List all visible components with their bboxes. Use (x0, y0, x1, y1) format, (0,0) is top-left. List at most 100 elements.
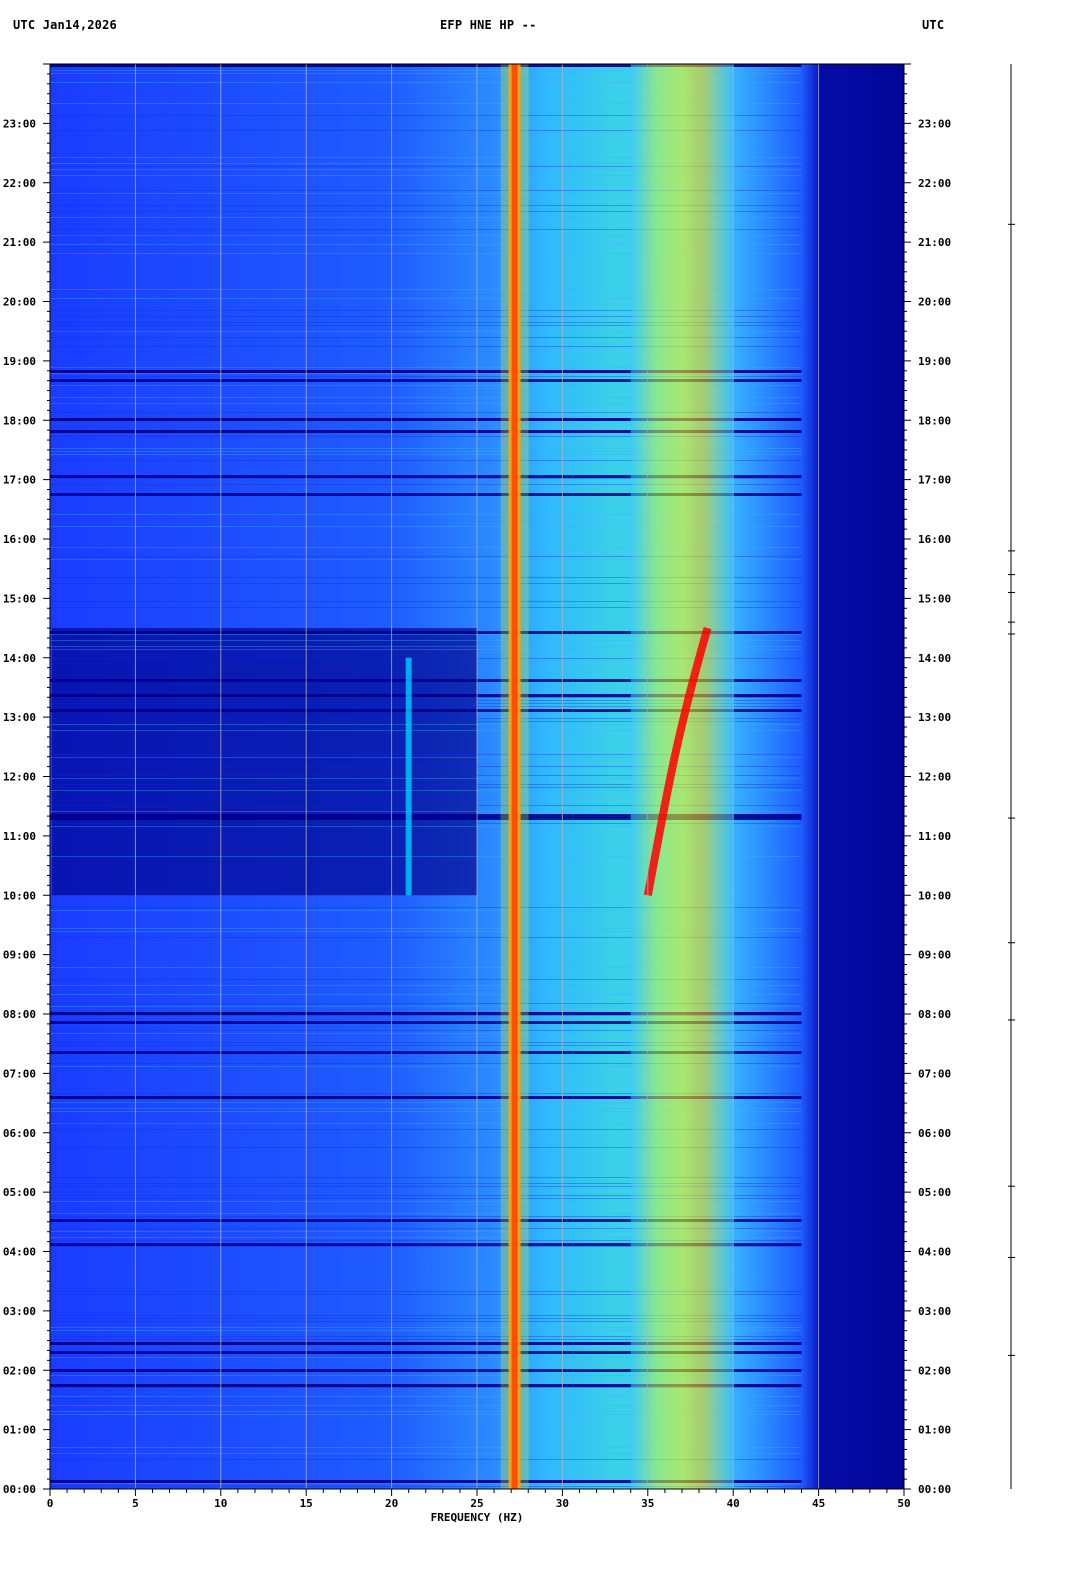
noise-stripe (50, 709, 802, 712)
noise-stripe (50, 310, 802, 311)
noise-stripe (50, 1045, 802, 1046)
cutoff-region (818, 64, 904, 1489)
noise-stripe (50, 1102, 802, 1103)
noise-stripe (50, 718, 802, 719)
noise-stripe (50, 778, 802, 779)
noise-stripe (50, 646, 802, 647)
noise-stripe (50, 1231, 802, 1232)
noise-stripe (50, 703, 802, 704)
noise-stripe (50, 856, 802, 857)
drifting-line (643, 626, 712, 897)
noise-stripe (50, 235, 802, 236)
y-tick-label-left: 23:00 (3, 117, 36, 130)
noise-stripe (50, 1021, 802, 1024)
noise-stripe (50, 157, 802, 158)
noise-stripe (50, 784, 802, 785)
noise-stripe (50, 1228, 802, 1229)
y-tick-label-right: 00:00 (918, 1483, 951, 1496)
noise-stripe (50, 454, 802, 455)
noise-stripe (50, 475, 802, 478)
noise-stripe (50, 679, 802, 682)
noise-stripe (50, 478, 802, 479)
y-tick-label-right: 08:00 (918, 1008, 951, 1021)
noise-stripe (50, 1003, 802, 1004)
noise-stripe (50, 1177, 802, 1178)
noise-stripe (50, 1198, 802, 1199)
y-tick-label-left: 22:00 (3, 177, 36, 190)
noise-stripe (50, 931, 802, 932)
noise-stripe (50, 217, 802, 218)
noise-stripe (50, 1246, 802, 1247)
noise-stripe (50, 397, 802, 398)
y-tick-label-right: 15:00 (918, 592, 951, 605)
noise-stripe (50, 70, 802, 71)
noise-stripe (50, 412, 802, 413)
noise-stripe (50, 631, 802, 634)
noise-stripe (50, 169, 802, 170)
x-tick-label: 30 (556, 1497, 569, 1510)
x-axis-title: FREQUENCY (HZ) (431, 1511, 524, 1524)
noise-stripe (50, 1483, 802, 1484)
noise-stripe (50, 175, 802, 176)
noise-stripe (50, 649, 802, 650)
noise-stripe (50, 211, 802, 212)
x-tick-label: 15 (300, 1497, 313, 1510)
noise-stripe (50, 493, 802, 496)
noise-stripe (50, 979, 802, 980)
noise-stripe (50, 811, 802, 812)
noise-stripe (50, 1330, 802, 1331)
noise-stripe (50, 190, 802, 191)
y-tick-label-right: 18:00 (918, 414, 951, 427)
y-tick-label-right: 19:00 (918, 355, 951, 368)
noise-stripe (50, 526, 802, 527)
noise-stripe (50, 1195, 802, 1196)
noise-stripe (50, 244, 802, 245)
noise-stripe (50, 787, 802, 788)
noise-stripe (50, 697, 802, 698)
noise-stripe (50, 754, 802, 755)
noise-stripe (50, 1123, 802, 1124)
noise-stripe (50, 1243, 802, 1246)
y-tick-label-left: 18:00 (3, 414, 36, 427)
trace-scale (1008, 64, 1015, 1489)
y-tick-label-right: 13:00 (918, 711, 951, 724)
noise-stripe (50, 193, 802, 194)
noise-stripe (50, 634, 802, 635)
y-tick-label-right: 10:00 (918, 889, 951, 902)
y-tick-label-right: 07:00 (918, 1067, 951, 1080)
noise-stripe (50, 937, 802, 938)
y-tick-label-left: 07:00 (3, 1067, 36, 1080)
noise-stripe (50, 331, 802, 332)
y-tick-label-left: 00:00 (3, 1483, 36, 1496)
noise-stripe (50, 166, 802, 167)
y-tick-label-left: 02:00 (3, 1364, 36, 1377)
noise-stripe (50, 379, 802, 382)
noise-stripe (50, 316, 802, 317)
noise-stripe (50, 1486, 802, 1487)
noise-stripe (50, 1291, 802, 1292)
y-tick-label-left: 11:00 (3, 830, 36, 843)
noise-stripe (50, 418, 802, 421)
y-tick-label-left: 01:00 (3, 1424, 36, 1437)
persistent-line-core (511, 64, 518, 1489)
noise-stripe (50, 1411, 802, 1412)
noise-stripe (50, 1108, 802, 1109)
header-right: UTC (922, 18, 945, 32)
noise-stripe (50, 451, 802, 452)
y-tick-label-left: 03:00 (3, 1305, 36, 1318)
noise-stripe (50, 1093, 802, 1094)
x-tick-label: 45 (812, 1497, 825, 1510)
y-tick-label-right: 03:00 (918, 1305, 951, 1318)
noise-stripe (50, 706, 802, 707)
noise-stripe (50, 1063, 802, 1064)
noise-stripe (50, 805, 802, 806)
header-title: EFP HNE HP -- (440, 18, 537, 32)
noise-stripe (50, 823, 802, 824)
noise-stripe (50, 484, 802, 485)
noise-stripe (50, 1042, 802, 1043)
x-axis: 0 5 10 15 20 25 30 35 40 45 50 (47, 1489, 911, 1510)
y-tick-label-left: 09:00 (3, 949, 36, 962)
noise-stripe (50, 694, 802, 697)
noise-stripe (50, 1315, 802, 1316)
y-tick-label-left: 08:00 (3, 1008, 36, 1021)
